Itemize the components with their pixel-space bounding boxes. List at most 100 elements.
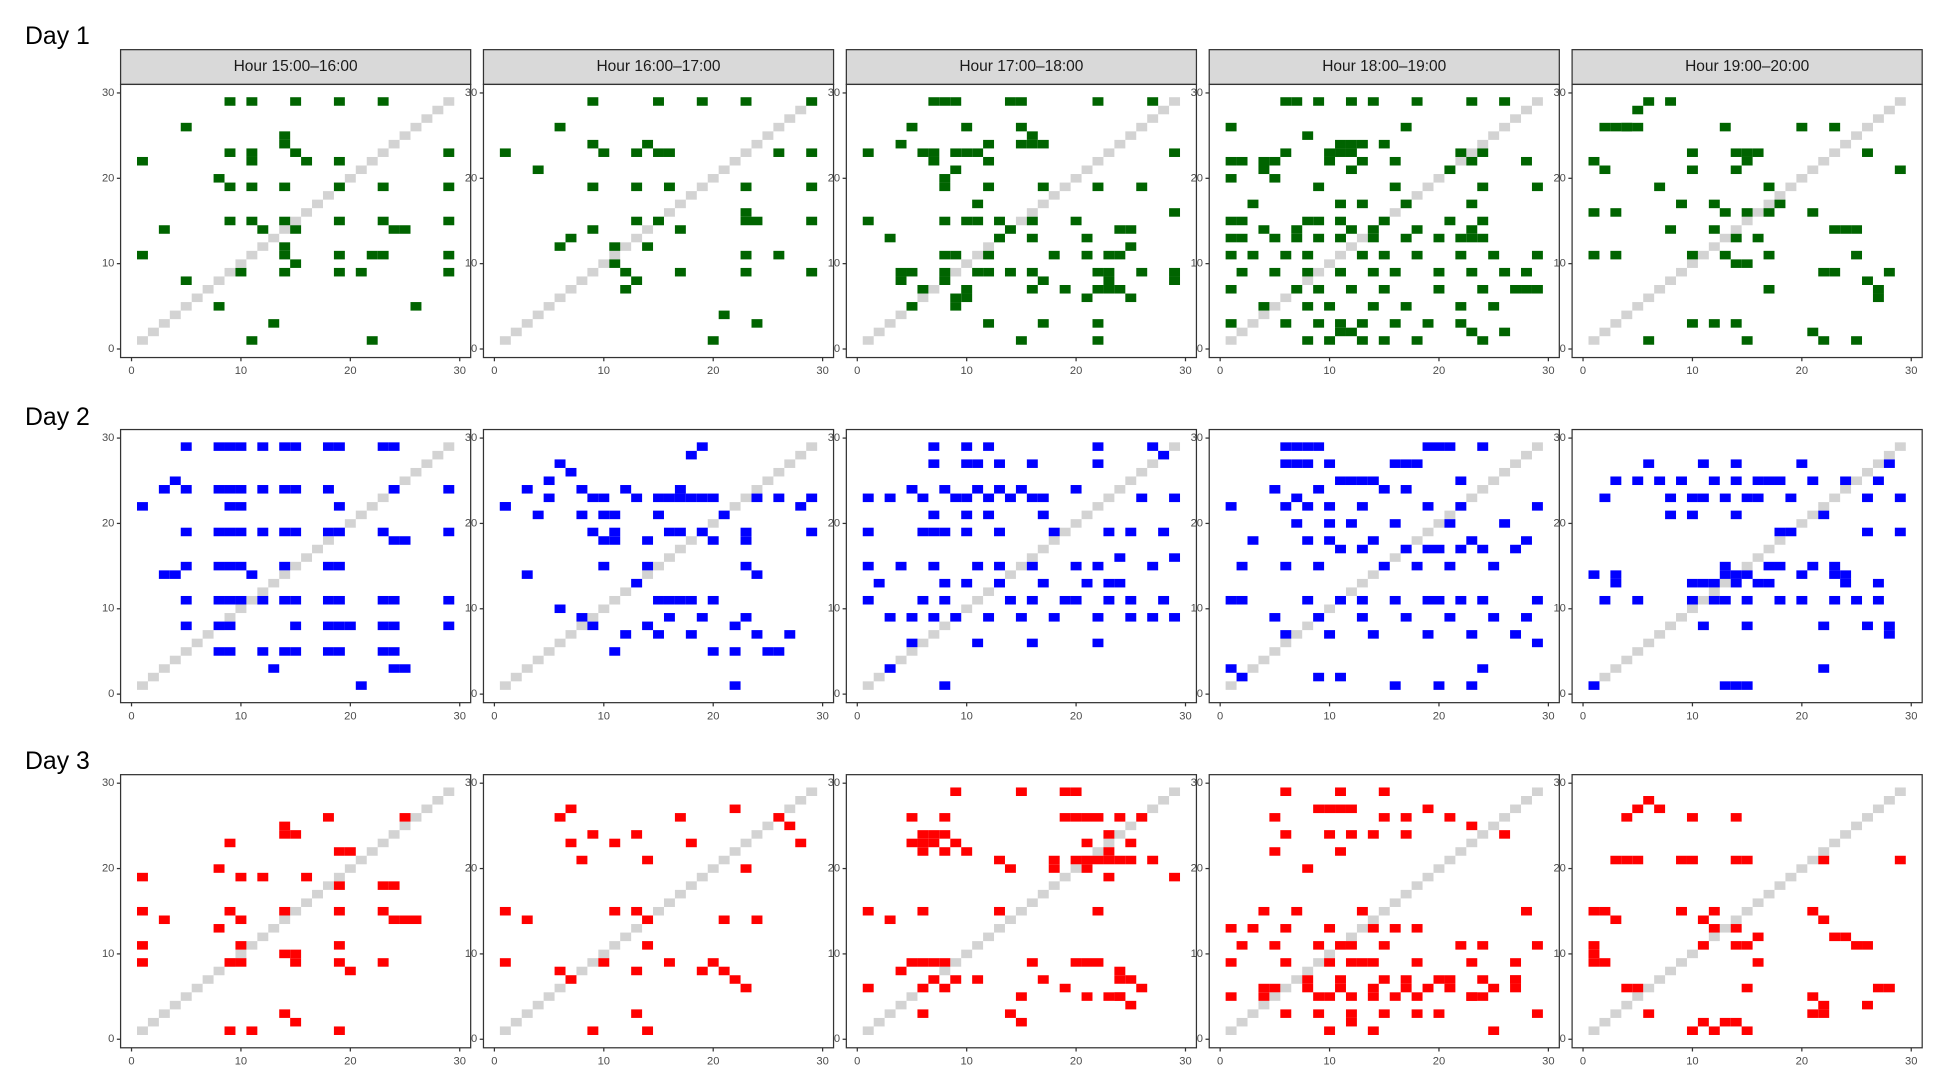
- tile: [1719, 122, 1731, 132]
- tile: [895, 267, 907, 277]
- y-tick-label: 30: [102, 432, 114, 444]
- tile: [1092, 97, 1104, 106]
- panel-border: [845, 428, 1198, 704]
- diagonal-tile: [795, 450, 807, 460]
- tile: [1510, 983, 1522, 993]
- tile: [355, 267, 367, 277]
- tile: [322, 561, 334, 571]
- tile: [1774, 199, 1786, 209]
- diagonal-tile: [972, 250, 984, 260]
- tile: [1169, 613, 1181, 622]
- tile: [1455, 941, 1467, 950]
- tile: [1114, 225, 1126, 234]
- tile: [1092, 182, 1104, 192]
- tile: [1531, 638, 1543, 648]
- tile: [1367, 958, 1379, 967]
- x-tick-label: 20: [1433, 710, 1445, 722]
- tile: [1291, 442, 1303, 451]
- tile: [1345, 139, 1357, 149]
- tile: [653, 97, 664, 106]
- tile: [939, 830, 951, 839]
- diagonal-tile: [1026, 208, 1038, 217]
- tile: [751, 319, 763, 328]
- tile: [399, 225, 411, 234]
- tile: [1411, 924, 1423, 933]
- tile: [290, 485, 302, 494]
- tile: [1818, 1009, 1830, 1018]
- tile: [213, 442, 225, 451]
- tile: [1466, 199, 1478, 209]
- tile: [1092, 813, 1104, 822]
- x-tick-label: 10: [1323, 710, 1335, 722]
- tile: [1829, 570, 1841, 579]
- y-tick-label: 10: [1553, 948, 1565, 960]
- tile: [333, 881, 345, 890]
- diagonal-tile: [1741, 906, 1753, 916]
- diagonal-tile: [1665, 966, 1677, 976]
- diagonal-tile: [565, 284, 577, 294]
- diagonal-tile: [1313, 267, 1325, 277]
- tile: [235, 915, 247, 925]
- diagonal-tile: [1114, 485, 1126, 494]
- tile: [279, 830, 291, 839]
- tile: [1610, 122, 1622, 132]
- tile: [1433, 233, 1445, 243]
- tile: [1147, 97, 1159, 106]
- tile: [928, 838, 940, 848]
- tile: [1313, 319, 1325, 328]
- tile: [1225, 958, 1237, 967]
- tile: [1345, 327, 1357, 337]
- tile: [1236, 595, 1248, 605]
- diagonal-tile: [499, 336, 511, 345]
- diagonal-tile: [1610, 319, 1622, 328]
- tile: [1488, 302, 1500, 311]
- diagonal-tile: [333, 872, 345, 882]
- tile: [1258, 225, 1270, 234]
- strip: [119, 49, 472, 86]
- tile: [773, 250, 785, 260]
- tile: [696, 442, 708, 451]
- diagonal-tile: [762, 821, 774, 831]
- tile: [213, 621, 225, 631]
- tile: [928, 156, 940, 166]
- diagonal-tile: [521, 1009, 533, 1018]
- diagonal-tile: [1302, 966, 1314, 976]
- diagonal-tile: [1665, 276, 1677, 285]
- diagonal-tile: [1225, 1026, 1237, 1035]
- tile: [1466, 536, 1478, 545]
- tile: [1686, 855, 1698, 865]
- tile: [1136, 182, 1148, 192]
- tile: [587, 527, 599, 537]
- tile: [1378, 1009, 1390, 1018]
- tile: [1389, 924, 1401, 933]
- tile: [1599, 958, 1611, 967]
- tile: [333, 906, 345, 916]
- diagonal-tile: [1676, 267, 1687, 277]
- diagonal-tile: [1818, 156, 1830, 166]
- tile: [1730, 681, 1742, 690]
- tile: [1280, 1009, 1292, 1018]
- tile: [729, 681, 741, 690]
- diagonal-tile: [620, 932, 632, 942]
- tile: [1147, 442, 1159, 451]
- diagonal-tile: [532, 1000, 544, 1010]
- tile: [246, 148, 258, 157]
- diagonal-tile: [1070, 174, 1082, 183]
- tile: [1807, 1009, 1819, 1018]
- x-tick-label: 30: [816, 1055, 828, 1067]
- tile: [1103, 992, 1115, 1001]
- tile: [1400, 613, 1412, 622]
- tile: [1367, 233, 1379, 243]
- day-label: Day 2: [25, 404, 90, 431]
- diagonal-tile: [312, 544, 323, 554]
- tile: [1807, 208, 1819, 217]
- tile: [1378, 787, 1390, 797]
- tile: [1335, 233, 1346, 243]
- tile: [917, 906, 929, 916]
- tile: [1158, 595, 1170, 605]
- diagonal-tile: [1411, 191, 1423, 200]
- diagonal-tile: [718, 855, 730, 865]
- tile: [1378, 216, 1390, 226]
- tile: [1037, 276, 1049, 285]
- tile: [1730, 148, 1742, 157]
